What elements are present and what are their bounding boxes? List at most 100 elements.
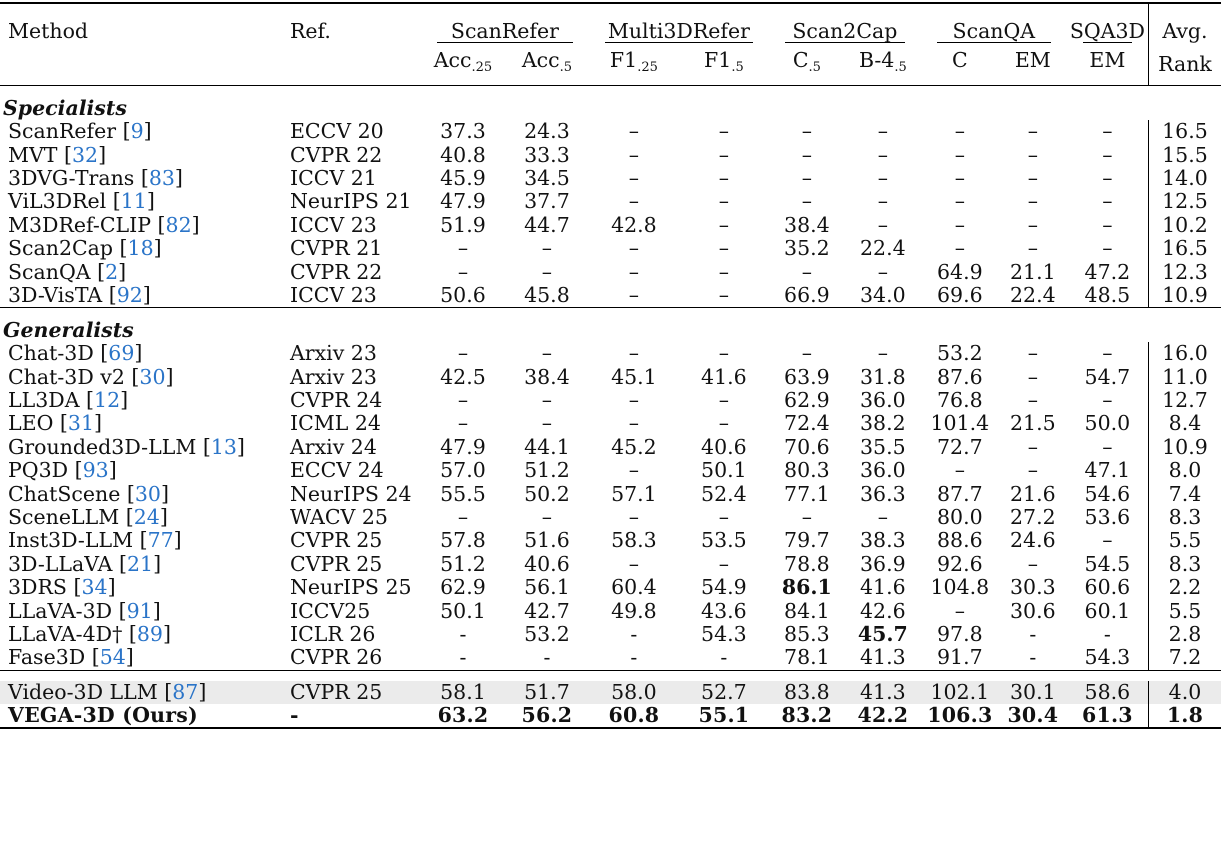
method-name: LL3DA — [8, 388, 80, 413]
value-cell: – — [1102, 388, 1113, 413]
citation-link[interactable]: 13 — [210, 434, 237, 459]
citation-link[interactable]: 21 — [126, 551, 154, 576]
value-cell: 30.4 — [998, 703, 1067, 730]
citation-link[interactable]: 30 — [134, 481, 161, 506]
method-name: 3D-VisTA — [8, 282, 103, 307]
method-name: Chat-3D v2 — [8, 364, 125, 389]
section-title: Specialists — [0, 85, 1221, 120]
value-cell: 54.3 — [1084, 645, 1131, 670]
citation-link[interactable]: 89 — [136, 622, 163, 646]
metric-header: C.5 — [769, 43, 845, 86]
value-cell: – — [628, 458, 640, 483]
value-cell: 78.1 — [784, 645, 830, 670]
value-cell: 40.6 — [701, 434, 747, 459]
metric-name: F1 — [609, 48, 638, 72]
value-cell: – — [718, 165, 729, 190]
method-name: Grounded3D-LLM — [8, 434, 197, 459]
value-cell: 50.0 — [1084, 411, 1131, 436]
method-name: Video-3D LLM — [8, 679, 158, 704]
value-cell: – — [1027, 364, 1038, 389]
citation-link[interactable]: 93 — [82, 458, 109, 483]
value-cell: – — [1027, 341, 1038, 366]
results-table: Method Ref. ScanRefer Multi3DRefer Scan2… — [0, 2, 1221, 730]
value-cell: 35.2 — [784, 236, 830, 261]
citation-link[interactable]: 12 — [94, 388, 121, 413]
section-divider — [0, 669, 1221, 681]
venue-cell: - — [286, 703, 421, 730]
baseline-row: Video-3D LLM [87] CVPR 25 58.1 51.7 58.0 52.7… — [0, 679, 1221, 704]
citation-link[interactable]: 77 — [147, 528, 174, 553]
value-cell: 60.4 — [611, 575, 657, 600]
method-cell: MVT [32] — [8, 142, 107, 167]
value-cell: 36.9 — [860, 551, 906, 576]
value-cell: – — [877, 119, 888, 144]
section-title: Generalists — [0, 307, 1221, 343]
value-cell: 45.2 — [611, 434, 657, 459]
value-cell: – — [541, 411, 553, 436]
venue-cell: CVPR 26 — [289, 645, 383, 670]
value-cell: 60.1 — [1084, 598, 1131, 623]
metric-subscript: .5 — [808, 60, 821, 75]
citation-link[interactable]: 9 — [130, 119, 144, 144]
value-cell: 101.4 — [930, 411, 990, 436]
value-cell: 30.3 — [1009, 575, 1056, 600]
value-cell: – — [1027, 551, 1038, 576]
metric-header: F1.25 — [589, 43, 679, 86]
citation-link[interactable]: 2 — [105, 259, 119, 284]
method-name: 3DRS — [8, 575, 67, 600]
table-row: 3D-VisTA [92] ICCV 23 50.6 45.8 – – 66.9 34.0 69… — [0, 282, 1221, 308]
method-name: ChatScene — [8, 481, 121, 506]
value-cell: – — [1102, 142, 1113, 167]
metric-subscript: .5 — [731, 60, 744, 75]
citation-link[interactable]: 18 — [127, 236, 154, 261]
value-cell: 38.4 — [784, 212, 830, 237]
metric-header: Acc.5 — [505, 43, 589, 86]
value-cell: – — [1102, 189, 1113, 214]
value-cell: – — [954, 119, 965, 144]
citation-link[interactable]: 82 — [165, 212, 192, 237]
method-cell: 3D-VisTA [92] — [8, 282, 151, 307]
citation-link[interactable]: 87 — [172, 679, 199, 704]
citation-link[interactable]: 34 — [81, 575, 108, 600]
value-cell: 56.1 — [524, 575, 570, 600]
citation-link[interactable]: 11 — [120, 189, 147, 214]
group-header-sqa3d: SQA3D — [1066, 2, 1149, 43]
method-cell: LL3DA [12] — [8, 388, 129, 413]
citation-link[interactable]: 31 — [67, 411, 94, 436]
citation-link[interactable]: 83 — [148, 165, 175, 190]
value-cell: – — [628, 119, 640, 144]
table-row: LLaVA-4D† [89] ICLR 26 - 53.2 - 54.3 85.3 45.7 9… — [0, 622, 1221, 647]
citation-link[interactable]: 24 — [133, 505, 160, 530]
citation-link[interactable]: 92 — [116, 282, 143, 307]
value-cell: – — [628, 189, 640, 214]
value-cell: 55.1 — [678, 703, 769, 730]
table-row: Grounded3D-LLM [13] Arxiv 24 47.9 44.1 45.2 4… — [0, 434, 1221, 460]
citation-link[interactable]: 69 — [108, 341, 135, 366]
citation-link[interactable]: 91 — [126, 598, 153, 623]
value-cell: 72.4 — [784, 411, 830, 436]
value-cell: 41.6 — [860, 575, 906, 600]
venue-cell: ICCV 23 — [289, 282, 377, 307]
value-cell: – — [1102, 341, 1113, 366]
citation-link[interactable]: 32 — [71, 142, 99, 167]
value-cell: 97.8 — [937, 622, 983, 646]
value-cell: – — [628, 411, 640, 436]
value-cell: – — [718, 551, 729, 576]
method-name: ScanQA — [8, 259, 91, 284]
citation-link[interactable]: 30 — [139, 364, 166, 389]
value-cell: 41.3 — [844, 680, 921, 704]
value-cell: 30.1 — [998, 680, 1067, 704]
value-cell: 50.2 — [524, 481, 570, 506]
citation-link[interactable]: 54 — [99, 645, 126, 670]
value-cell: – — [801, 165, 812, 190]
value-cell: 66.9 — [784, 282, 830, 307]
value-cell: – — [541, 388, 553, 413]
value-cell: – — [457, 411, 469, 436]
rank-cell: 7.2 — [1147, 646, 1221, 671]
method-cell: ViL3DRel [11] — [8, 189, 155, 214]
method-name: LLaVA-4D† — [8, 622, 123, 646]
table-row: SceneLLM [24] WACV 25 – – – – – – 80.0 27.2 53.6 8.… — [0, 505, 1221, 530]
value-cell: – — [541, 341, 553, 366]
value-cell: 106.3 — [920, 703, 999, 730]
value-cell: - — [1029, 622, 1037, 646]
